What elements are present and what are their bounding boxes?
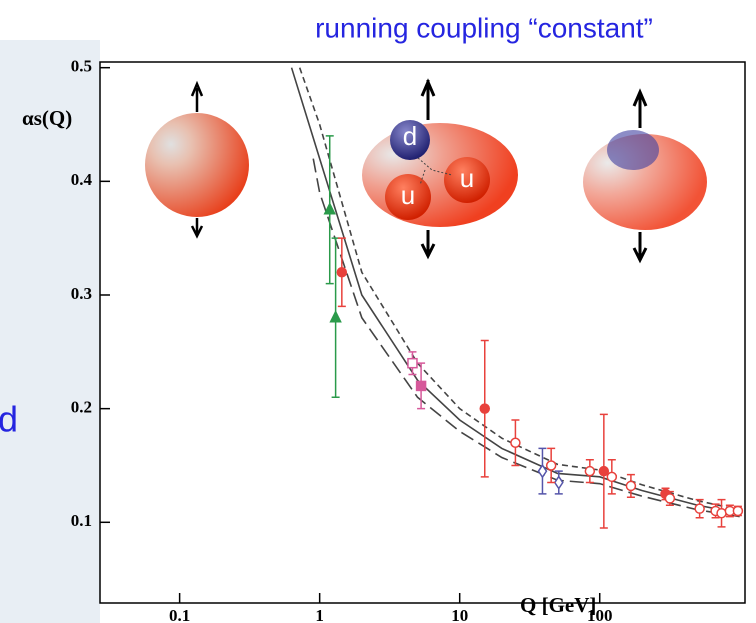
x-tick-label: 0.1 — [169, 606, 190, 623]
point — [606, 471, 618, 483]
x-tick-label: 100 — [587, 606, 613, 623]
x-axis-label: Q [GeV] — [520, 593, 596, 617]
point — [415, 380, 427, 392]
chart-title: running coupling “constant” — [315, 12, 653, 43]
point — [694, 503, 705, 514]
y-tick-label: 0.3 — [71, 284, 92, 303]
point — [625, 480, 637, 492]
quark-label: u — [401, 180, 415, 210]
curve — [290, 67, 740, 514]
x-tick-label: 1 — [315, 606, 324, 623]
x-tick-label: 10 — [451, 606, 468, 623]
proton-illustrations — [145, 78, 707, 264]
point — [664, 493, 676, 504]
point — [329, 310, 342, 323]
slide-strip — [0, 40, 100, 623]
point — [336, 267, 348, 278]
point — [510, 437, 521, 448]
point — [553, 475, 564, 490]
point — [716, 507, 727, 519]
y-tick-label: 0.4 — [71, 170, 93, 189]
curve — [312, 158, 740, 518]
point — [479, 403, 491, 414]
point — [584, 465, 596, 477]
y-axis-label: αs(Q) — [22, 106, 72, 130]
quark-label: d — [403, 121, 417, 151]
point — [545, 460, 557, 471]
point — [407, 357, 418, 369]
quark-label: u — [460, 163, 474, 193]
y-tick-label: 0.5 — [71, 57, 92, 76]
point — [598, 465, 610, 477]
y-tick-label: 0.2 — [71, 398, 92, 417]
point — [323, 202, 336, 215]
point — [732, 505, 744, 517]
curve — [298, 67, 740, 511]
side-text: d — [0, 399, 18, 440]
point — [537, 463, 548, 479]
y-tick-label: 0.1 — [71, 511, 92, 530]
